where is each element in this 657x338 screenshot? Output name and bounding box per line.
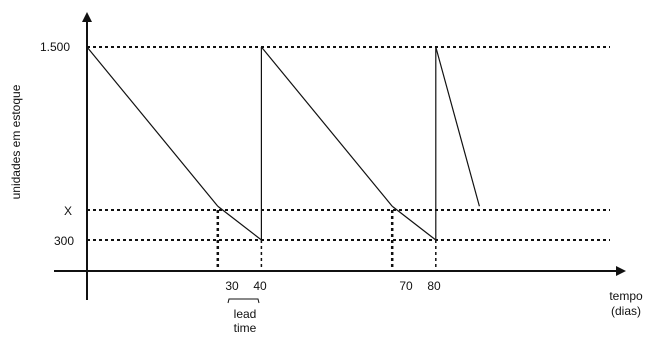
lead-time-label-line-1: lead — [234, 307, 257, 321]
series-segment-6 — [435, 46, 480, 207]
x-tick-70: 70 — [399, 279, 413, 293]
y-tick-labels: 1.500 X 300 — [40, 40, 74, 248]
x-tick-labels: 30 40 70 80 — [225, 279, 441, 293]
y-tick-max: 1.500 — [40, 40, 70, 54]
series-segment-3 — [260, 46, 393, 207]
x-tick-80: 80 — [427, 279, 441, 293]
lead-time-annotation: lead time — [227, 298, 260, 335]
x-axis-label-line-1: tempo — [609, 289, 643, 303]
y-tick-reorder: X — [64, 204, 72, 218]
series-segment-1 — [217, 205, 262, 241]
x-tick-40: 40 — [253, 279, 267, 293]
x-axis-label-line-2: (dias) — [611, 304, 641, 318]
lead-time-label-line-2: time — [234, 321, 257, 335]
y-axis-label: unidades em estoque — [9, 84, 23, 199]
series-segment-0 — [86, 46, 219, 207]
x-tick-30: 30 — [225, 279, 239, 293]
reference-lines — [87, 46, 610, 271]
inventory-series — [86, 46, 480, 241]
lead-time-bracket — [227, 298, 260, 304]
series-segment-4 — [391, 205, 437, 241]
x-axis-label: tempo (dias) — [609, 289, 643, 318]
y-tick-min: 300 — [54, 234, 74, 248]
